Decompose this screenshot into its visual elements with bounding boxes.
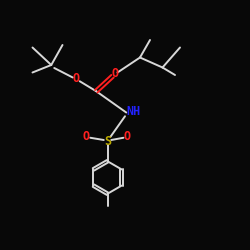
Text: O: O xyxy=(83,130,90,143)
Text: S: S xyxy=(104,135,111,148)
Text: O: O xyxy=(112,67,118,80)
Text: NH: NH xyxy=(126,105,140,118)
Text: O: O xyxy=(124,130,131,143)
Text: O: O xyxy=(73,72,80,85)
